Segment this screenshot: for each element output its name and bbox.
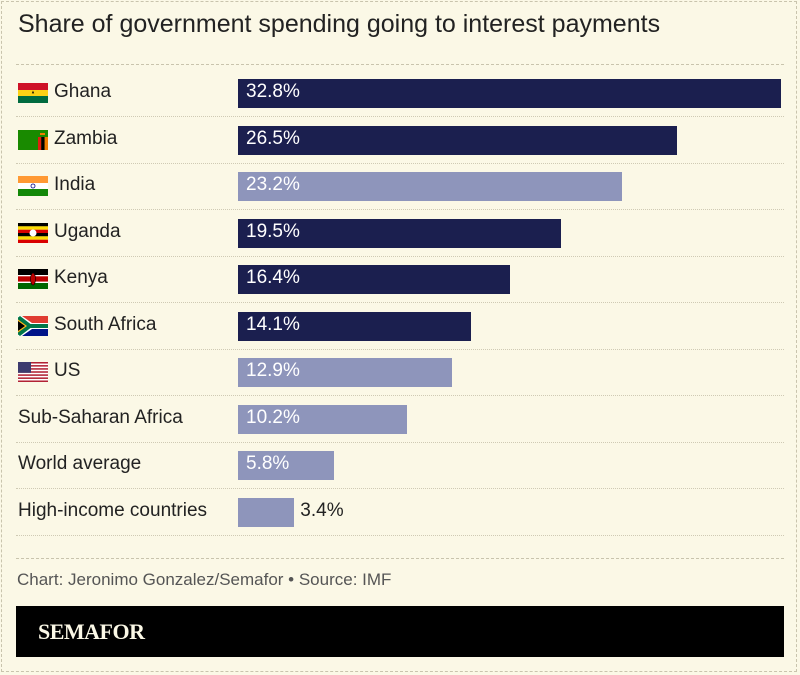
bar [238,497,295,527]
bar [238,358,452,387]
value-label: 16.4% [246,267,300,288]
value-label: 10.2% [246,406,300,428]
south-africa-flag-icon [18,315,48,336]
category-label: Sub-Saharan Africa [18,406,183,428]
uganda-flag-icon [18,222,48,243]
value-label: 32.8% [246,81,300,102]
bar-row: Zambia 26.5% [16,117,784,164]
value-label: 12.9% [246,360,300,381]
value-label: 26.5% [246,127,300,149]
bar-row: Uganda 19.5% [16,210,784,257]
value-label: 23.2% [246,174,300,195]
bar-row: US 12.9% [16,349,784,396]
value-label: 19.5% [246,220,300,242]
bar-row: India 23.2% [16,163,784,210]
category-label: Kenya [54,267,108,288]
divider [16,64,784,65]
ghana-flag-icon [18,83,48,103]
us-flag-icon [18,362,48,382]
category-label: India [54,174,96,195]
value-label: 3.4% [300,499,344,521]
bar-row: Kenya 16.4% [16,256,784,303]
bar [238,404,407,434]
bar [238,311,472,341]
india-flag-icon [18,176,48,196]
bar-row: Sub-Saharan Africa 10.2% [16,396,784,443]
category-label: South Africa [54,313,157,335]
bar-row: Ghana 32.8% [16,70,784,117]
bar [238,265,510,294]
category-label: High-income countries [18,499,208,521]
chart-title: Share of government spending going to in… [18,10,661,38]
category-label: Uganda [54,220,121,242]
bar-row: World average 5.8% [16,442,784,489]
bar-row: High-income countries 3.4% [16,489,784,536]
divider [16,558,784,559]
bar [238,451,335,480]
zambia-flag-icon [18,129,48,150]
value-label: 5.8% [246,453,290,474]
brand-band: SEMAFOR [16,606,784,657]
category-label: World average [18,453,142,474]
category-label: US [54,360,81,381]
value-label: 14.1% [246,313,300,335]
bar [238,125,677,155]
bar [238,79,781,108]
category-label: Zambia [54,127,118,149]
bar-row: South Africa 14.1% [16,303,784,350]
kenya-flag-icon [18,269,48,289]
category-label: Ghana [54,81,112,102]
bar [238,172,623,201]
source-note: Chart: Jeronimo Gonzalez/Semafor • Sourc… [17,570,392,589]
bar [238,218,561,248]
semafor-logo: SEMAFOR [38,619,145,644]
